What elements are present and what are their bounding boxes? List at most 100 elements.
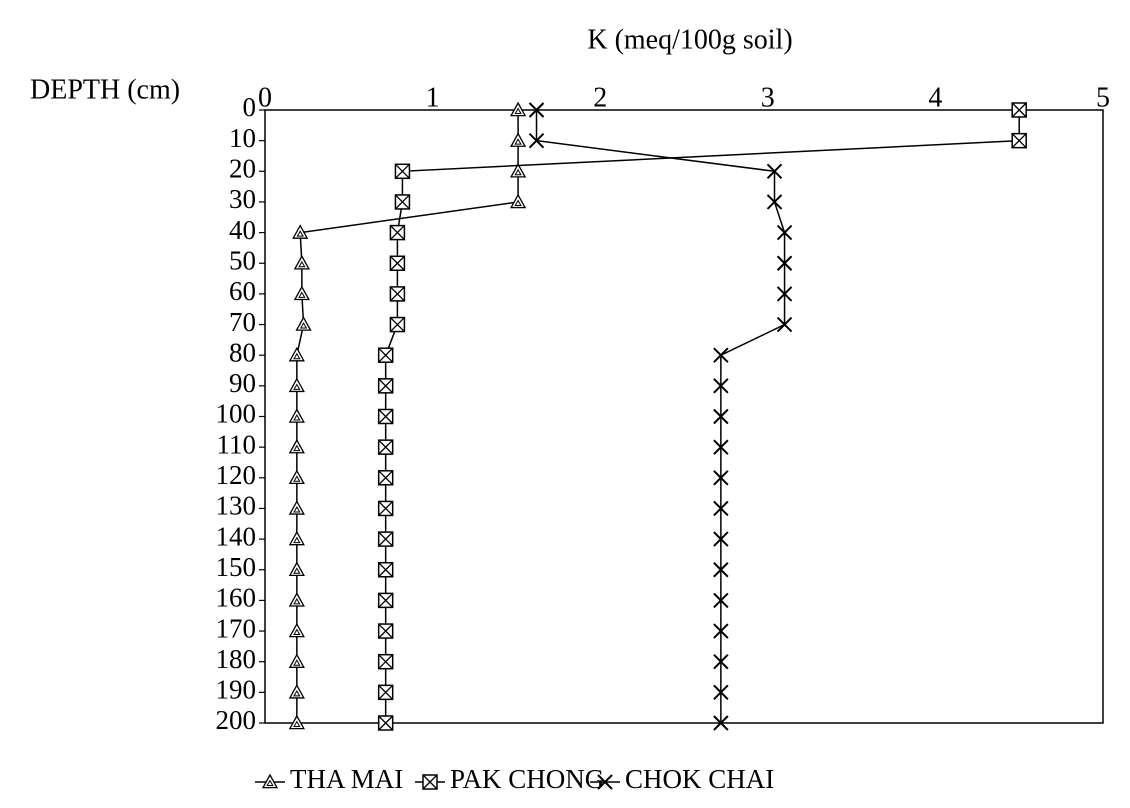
marker-shape — [713, 500, 729, 517]
marker-shape — [776, 316, 793, 333]
marker-shape — [713, 531, 729, 547]
marker-shape — [389, 286, 405, 302]
data-point — [713, 439, 729, 455]
marker-shape — [293, 689, 301, 697]
marker-shape — [293, 720, 301, 727]
data-point — [389, 286, 406, 302]
marker-shape — [713, 378, 729, 394]
data-point — [389, 316, 406, 333]
data-point — [377, 715, 394, 731]
data-point — [377, 347, 394, 363]
marker-shape — [378, 470, 394, 486]
marker-shape — [266, 779, 274, 786]
marker-shape — [389, 255, 405, 271]
y-tick-label: 40 — [229, 215, 256, 245]
chart-title: K (meq/100g soil) — [587, 24, 792, 55]
data-point — [377, 531, 394, 547]
marker-shape — [378, 409, 394, 424]
marker-shape — [1011, 102, 1027, 118]
data-point — [528, 102, 545, 118]
data-point — [288, 653, 305, 668]
marker-shape — [1011, 133, 1027, 149]
marker-shape — [776, 286, 793, 302]
data-point — [288, 377, 305, 393]
data-point — [288, 530, 305, 546]
marker-shape — [293, 414, 301, 421]
series-line — [535, 110, 786, 723]
marker-shape — [514, 107, 522, 114]
data-point — [713, 408, 729, 425]
data-point — [295, 316, 312, 331]
marker-shape — [293, 383, 301, 390]
marker-shape — [713, 439, 729, 455]
data-point — [288, 622, 305, 638]
marker-shape — [293, 506, 301, 513]
marker-shape — [296, 230, 304, 237]
y-tick-label: 100 — [216, 399, 257, 429]
marker-shape — [293, 567, 301, 574]
data-point — [1011, 102, 1027, 118]
data-point — [509, 101, 527, 117]
x-tick-label: 1 — [426, 82, 440, 113]
y-tick-label: 140 — [216, 521, 257, 551]
marker-shape — [293, 628, 301, 636]
marker-shape — [293, 659, 301, 666]
y-tick-label: 120 — [216, 460, 257, 490]
data-point — [776, 286, 793, 302]
data-point — [713, 531, 729, 547]
marker-shape — [293, 475, 301, 482]
marker-shape — [766, 163, 783, 180]
legend-item: PAK CHONG — [415, 764, 604, 794]
x-tick-label: 5 — [1096, 82, 1110, 113]
data-point — [389, 255, 406, 271]
marker-shape — [713, 408, 729, 425]
data-point — [713, 500, 729, 517]
series-line — [384, 110, 1020, 723]
data-point — [377, 653, 394, 670]
y-tick-label: 50 — [229, 245, 256, 275]
data-point — [377, 378, 394, 394]
data-point — [377, 439, 394, 455]
marker-shape — [378, 500, 394, 516]
marker-shape — [293, 597, 301, 605]
marker-shape — [378, 684, 394, 700]
data-point — [509, 132, 527, 147]
data-point — [288, 561, 305, 576]
data-point — [713, 347, 729, 363]
y-tick-label: 80 — [229, 337, 256, 367]
legend-label: PAK CHONG — [450, 764, 604, 794]
legend-label: THA MAI — [290, 764, 403, 794]
data-point — [377, 623, 394, 639]
data-point — [293, 254, 310, 270]
marker-shape — [713, 347, 729, 363]
marker-shape — [713, 592, 729, 609]
y-tick-label: 200 — [216, 705, 257, 735]
data-point — [528, 132, 545, 149]
data-point — [377, 562, 394, 578]
y-tick-label: 10 — [229, 123, 256, 153]
marker-shape — [293, 352, 301, 360]
data-point — [389, 224, 406, 241]
marker-shape — [776, 255, 793, 271]
marker-shape — [378, 378, 394, 394]
data-point — [509, 193, 527, 209]
data-point — [288, 438, 305, 454]
marker-shape — [389, 317, 405, 333]
data-point — [713, 623, 729, 639]
y-tick-label: 110 — [217, 429, 257, 459]
data-point — [377, 470, 394, 486]
data-point — [377, 500, 394, 517]
data-point — [288, 684, 305, 699]
data-point — [288, 500, 305, 515]
data-point — [713, 684, 729, 701]
y-tick-label: 160 — [216, 583, 257, 613]
marker-shape — [713, 653, 729, 670]
marker-shape — [378, 439, 394, 455]
marker-shape — [378, 623, 394, 639]
marker-shape — [597, 774, 613, 790]
legend-label: CHOK CHAI — [625, 764, 774, 794]
y-tick-label: 20 — [229, 154, 256, 184]
marker-shape — [298, 260, 306, 268]
